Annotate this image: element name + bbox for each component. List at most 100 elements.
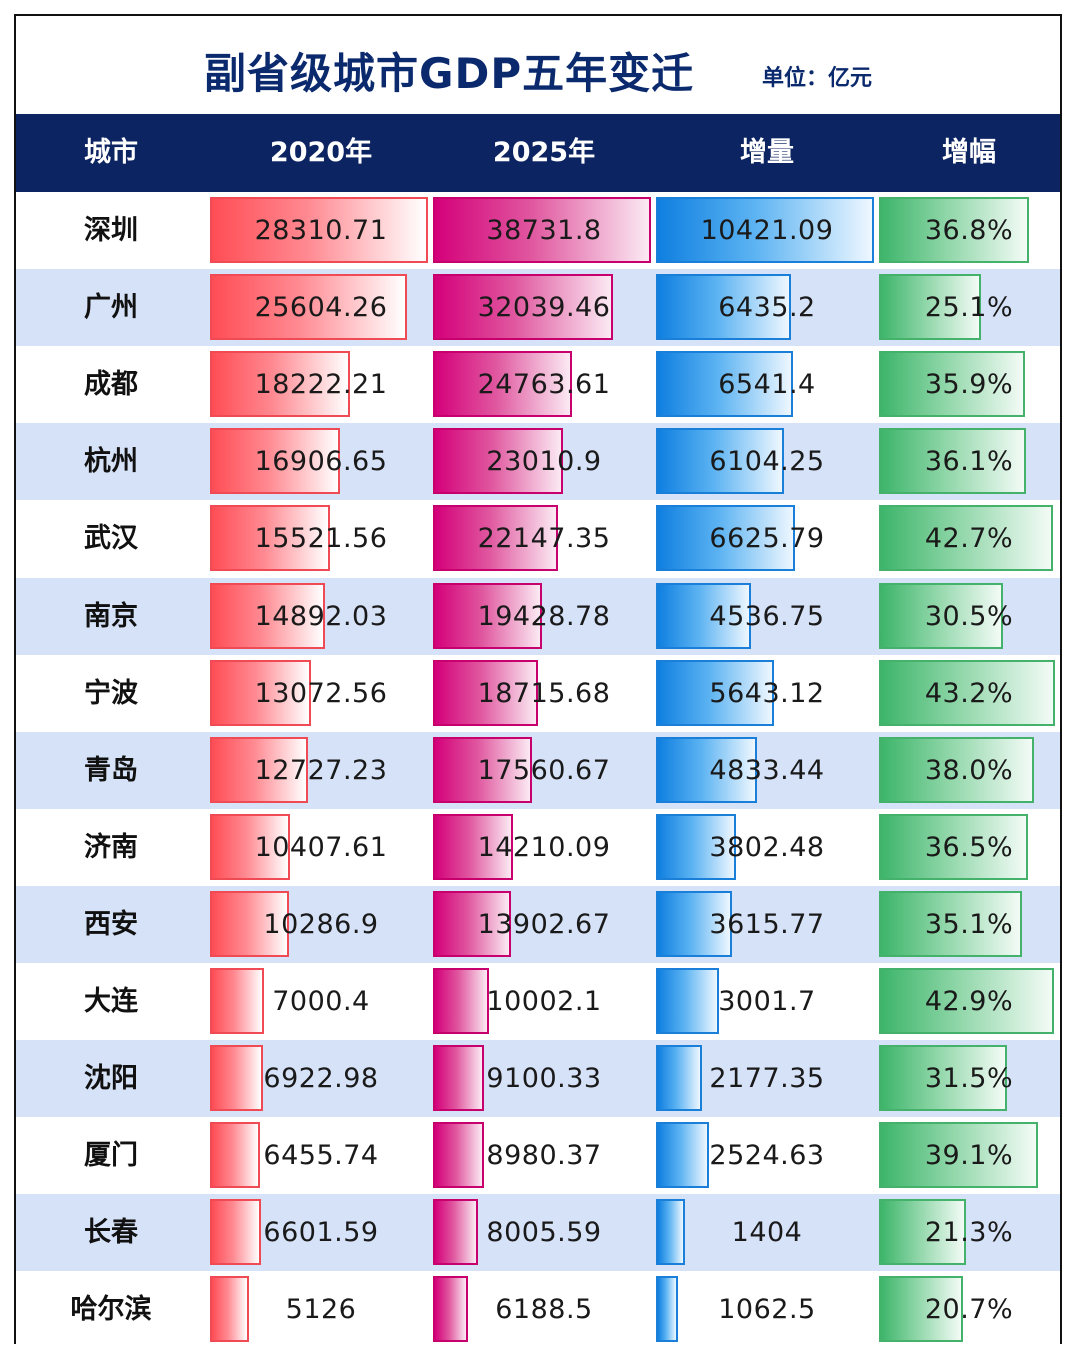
bar-2025 (433, 1045, 485, 1112)
unit-label: 单位：亿元 (762, 66, 873, 91)
city-name: 济南 (84, 831, 138, 863)
city-name: 青岛 (84, 754, 138, 786)
bar-growth-label: 39.1% (924, 1140, 1014, 1172)
bar-2025-label: 19428.78 (477, 600, 611, 632)
bar-growth-label: 31.5% (924, 1063, 1014, 1095)
bar-2020 (210, 659, 311, 726)
table-row: 南京 14892.03 19428.78 4536.75 30.5% (16, 577, 1060, 655)
table-row: 哈尔滨 5126 6188.5 1062.5 20.7% (16, 1271, 1060, 1349)
bar-2025-label: 8005.59 (486, 1217, 602, 1249)
bar-2020-label: 6455.74 (263, 1140, 379, 1172)
bar-2025-label: 9100.33 (486, 1063, 602, 1095)
bar-growth (879, 813, 1028, 880)
table-row: 大连 7000.4 10002.1 3001.7 42.9% (16, 963, 1060, 1040)
bar-2025 (433, 813, 513, 880)
bar-growth-label: 38.0% (924, 754, 1014, 786)
bar-increase-label: 6625.79 (709, 523, 825, 555)
bar-growth-label: 43.2% (924, 677, 1014, 709)
bar-2025 (433, 968, 490, 1034)
city-name: 哈尔滨 (70, 1294, 152, 1326)
bar-2025-label: 14210.09 (477, 831, 611, 863)
city-name: 成都 (84, 369, 138, 401)
bar-2020-label: 18222.21 (254, 369, 388, 401)
city-name: 大连 (84, 986, 138, 1017)
bar-2020 (210, 813, 291, 880)
bar-increase-label: 5643.12 (709, 677, 825, 709)
bar-growth (879, 351, 1026, 418)
bar-2020 (210, 274, 408, 341)
city-name: 厦门 (84, 1140, 138, 1172)
bar-growth (879, 1045, 1008, 1112)
bar-growth (879, 1276, 964, 1343)
bar-growth-label: 35.9% (924, 369, 1014, 401)
table-row: 广州 25604.26 32039.46 6435.2 25.1% (16, 269, 1060, 347)
bar-2025-label: 22147.35 (477, 523, 611, 555)
bar-2025 (433, 428, 563, 495)
city-name: 宁波 (84, 677, 138, 709)
bar-increase-label: 6435.2 (718, 292, 816, 324)
bar-2025 (433, 1276, 468, 1343)
bar-increase (656, 582, 751, 649)
bar-growth (879, 736, 1034, 803)
bar-2020 (210, 428, 341, 495)
bar-increase (656, 1122, 709, 1189)
bar-increase (656, 659, 775, 726)
table-header: 城市 2020年 2025年 增量 增幅 (16, 114, 1060, 192)
bar-2020-label: 6922.98 (263, 1063, 379, 1095)
bar-growth (879, 1199, 966, 1266)
bar-increase-label: 3615.77 (709, 908, 825, 940)
bar-2025 (433, 736, 532, 803)
bar-increase (656, 1199, 686, 1266)
bar-increase-label: 1062.5 (718, 1294, 816, 1326)
bar-2025 (433, 197, 651, 263)
bar-increase (656, 813, 736, 880)
bar-increase-label: 10421.09 (700, 215, 834, 246)
bar-2020-label: 25604.26 (254, 292, 388, 324)
bar-2020 (210, 197, 428, 263)
bar-2020 (210, 1045, 264, 1112)
city-name: 深圳 (84, 215, 138, 246)
bar-growth-label: 21.3% (924, 1217, 1014, 1249)
bar-2025-label: 8980.37 (486, 1140, 602, 1172)
bar-2020 (210, 968, 264, 1034)
bar-2020-label: 14892.03 (254, 600, 388, 632)
city-name: 西安 (84, 908, 138, 940)
bar-growth-label: 36.5% (924, 831, 1014, 863)
bar-growth (879, 505, 1053, 572)
bar-growth (879, 659, 1055, 726)
bar-2025-label: 6188.5 (495, 1294, 593, 1326)
bar-2025-label: 38731.8 (486, 215, 602, 246)
bar-2020 (210, 1199, 261, 1266)
header-increase: 增量 (740, 137, 794, 168)
city-name: 杭州 (84, 446, 138, 478)
bar-2025-label: 10002.1 (486, 986, 602, 1017)
page-title: 副省级城市GDP五年变迁 (204, 49, 695, 98)
bar-growth (879, 890, 1022, 957)
table-row: 西安 10286.9 13902.67 3615.77 35.1% (16, 885, 1060, 963)
header-2020: 2020年 (269, 137, 373, 168)
bar-2025 (433, 582, 543, 649)
bar-2020-label: 10407.61 (254, 831, 388, 863)
bar-2025-label: 32039.46 (477, 292, 611, 324)
bar-growth-label: 36.8% (924, 215, 1014, 246)
bar-growth-label: 42.7% (924, 523, 1014, 555)
table-row: 青岛 12727.23 17560.67 4833.44 38.0% (16, 731, 1060, 809)
bar-growth-label: 30.5% (924, 600, 1014, 632)
bar-2020-label: 15521.56 (254, 523, 388, 555)
bar-2020 (210, 505, 330, 572)
bar-2025-label: 17560.67 (477, 754, 611, 786)
bar-increase (656, 197, 874, 263)
bar-increase-label: 2524.63 (709, 1140, 825, 1172)
table-row: 厦门 6455.74 8980.37 2524.63 39.1% (16, 1117, 1060, 1195)
bar-2020 (210, 582, 325, 649)
city-name: 武汉 (84, 523, 138, 555)
bar-2025-label: 24763.61 (477, 369, 611, 401)
bar-growth (879, 582, 1004, 649)
bar-growth (879, 968, 1054, 1034)
bar-growth (879, 197, 1029, 263)
bar-2025-label: 18715.68 (477, 677, 611, 709)
bar-growth-label: 20.7% (924, 1294, 1014, 1326)
bar-increase-label: 4833.44 (709, 754, 825, 786)
bar-growth (879, 274, 982, 341)
bar-growth (879, 428, 1027, 495)
